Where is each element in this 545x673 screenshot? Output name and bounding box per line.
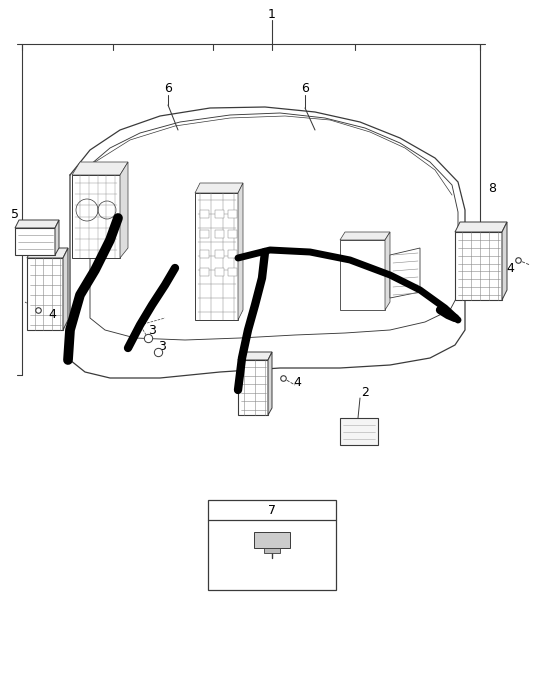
Polygon shape xyxy=(268,352,272,415)
Polygon shape xyxy=(238,183,243,320)
Bar xyxy=(264,548,280,553)
Bar xyxy=(228,250,237,258)
Text: 4: 4 xyxy=(293,376,301,388)
Polygon shape xyxy=(27,258,63,330)
Bar xyxy=(228,268,237,276)
Polygon shape xyxy=(63,248,68,330)
Polygon shape xyxy=(27,248,68,258)
Bar xyxy=(200,268,209,276)
Bar xyxy=(215,230,224,238)
Polygon shape xyxy=(195,193,238,320)
Bar xyxy=(228,230,237,238)
Text: 6: 6 xyxy=(164,81,172,94)
Text: 4: 4 xyxy=(506,262,514,275)
Bar xyxy=(208,500,336,590)
Bar xyxy=(200,230,209,238)
Bar xyxy=(254,532,290,548)
Bar xyxy=(215,250,224,258)
Bar xyxy=(200,210,209,218)
Text: 3: 3 xyxy=(158,341,166,353)
Text: 4: 4 xyxy=(48,308,56,320)
Bar xyxy=(215,268,224,276)
Polygon shape xyxy=(55,220,59,255)
Polygon shape xyxy=(455,232,502,300)
Polygon shape xyxy=(340,232,390,240)
Polygon shape xyxy=(238,352,272,360)
Polygon shape xyxy=(390,248,420,298)
Polygon shape xyxy=(72,162,128,175)
Bar xyxy=(228,210,237,218)
Text: 8: 8 xyxy=(488,182,496,194)
Polygon shape xyxy=(72,175,120,258)
Text: 3: 3 xyxy=(148,324,156,336)
Bar xyxy=(200,250,209,258)
Polygon shape xyxy=(455,222,507,232)
Bar xyxy=(215,210,224,218)
Polygon shape xyxy=(340,418,378,445)
Text: 7: 7 xyxy=(268,503,276,516)
Polygon shape xyxy=(340,240,385,310)
Text: 6: 6 xyxy=(301,81,309,94)
Polygon shape xyxy=(120,162,128,258)
Text: 1: 1 xyxy=(268,7,276,20)
Polygon shape xyxy=(15,228,55,255)
Polygon shape xyxy=(195,183,243,193)
Polygon shape xyxy=(385,232,390,310)
Text: 5: 5 xyxy=(11,209,19,221)
Polygon shape xyxy=(15,220,59,228)
Polygon shape xyxy=(502,222,507,300)
Polygon shape xyxy=(238,360,268,415)
Text: 2: 2 xyxy=(361,386,369,400)
